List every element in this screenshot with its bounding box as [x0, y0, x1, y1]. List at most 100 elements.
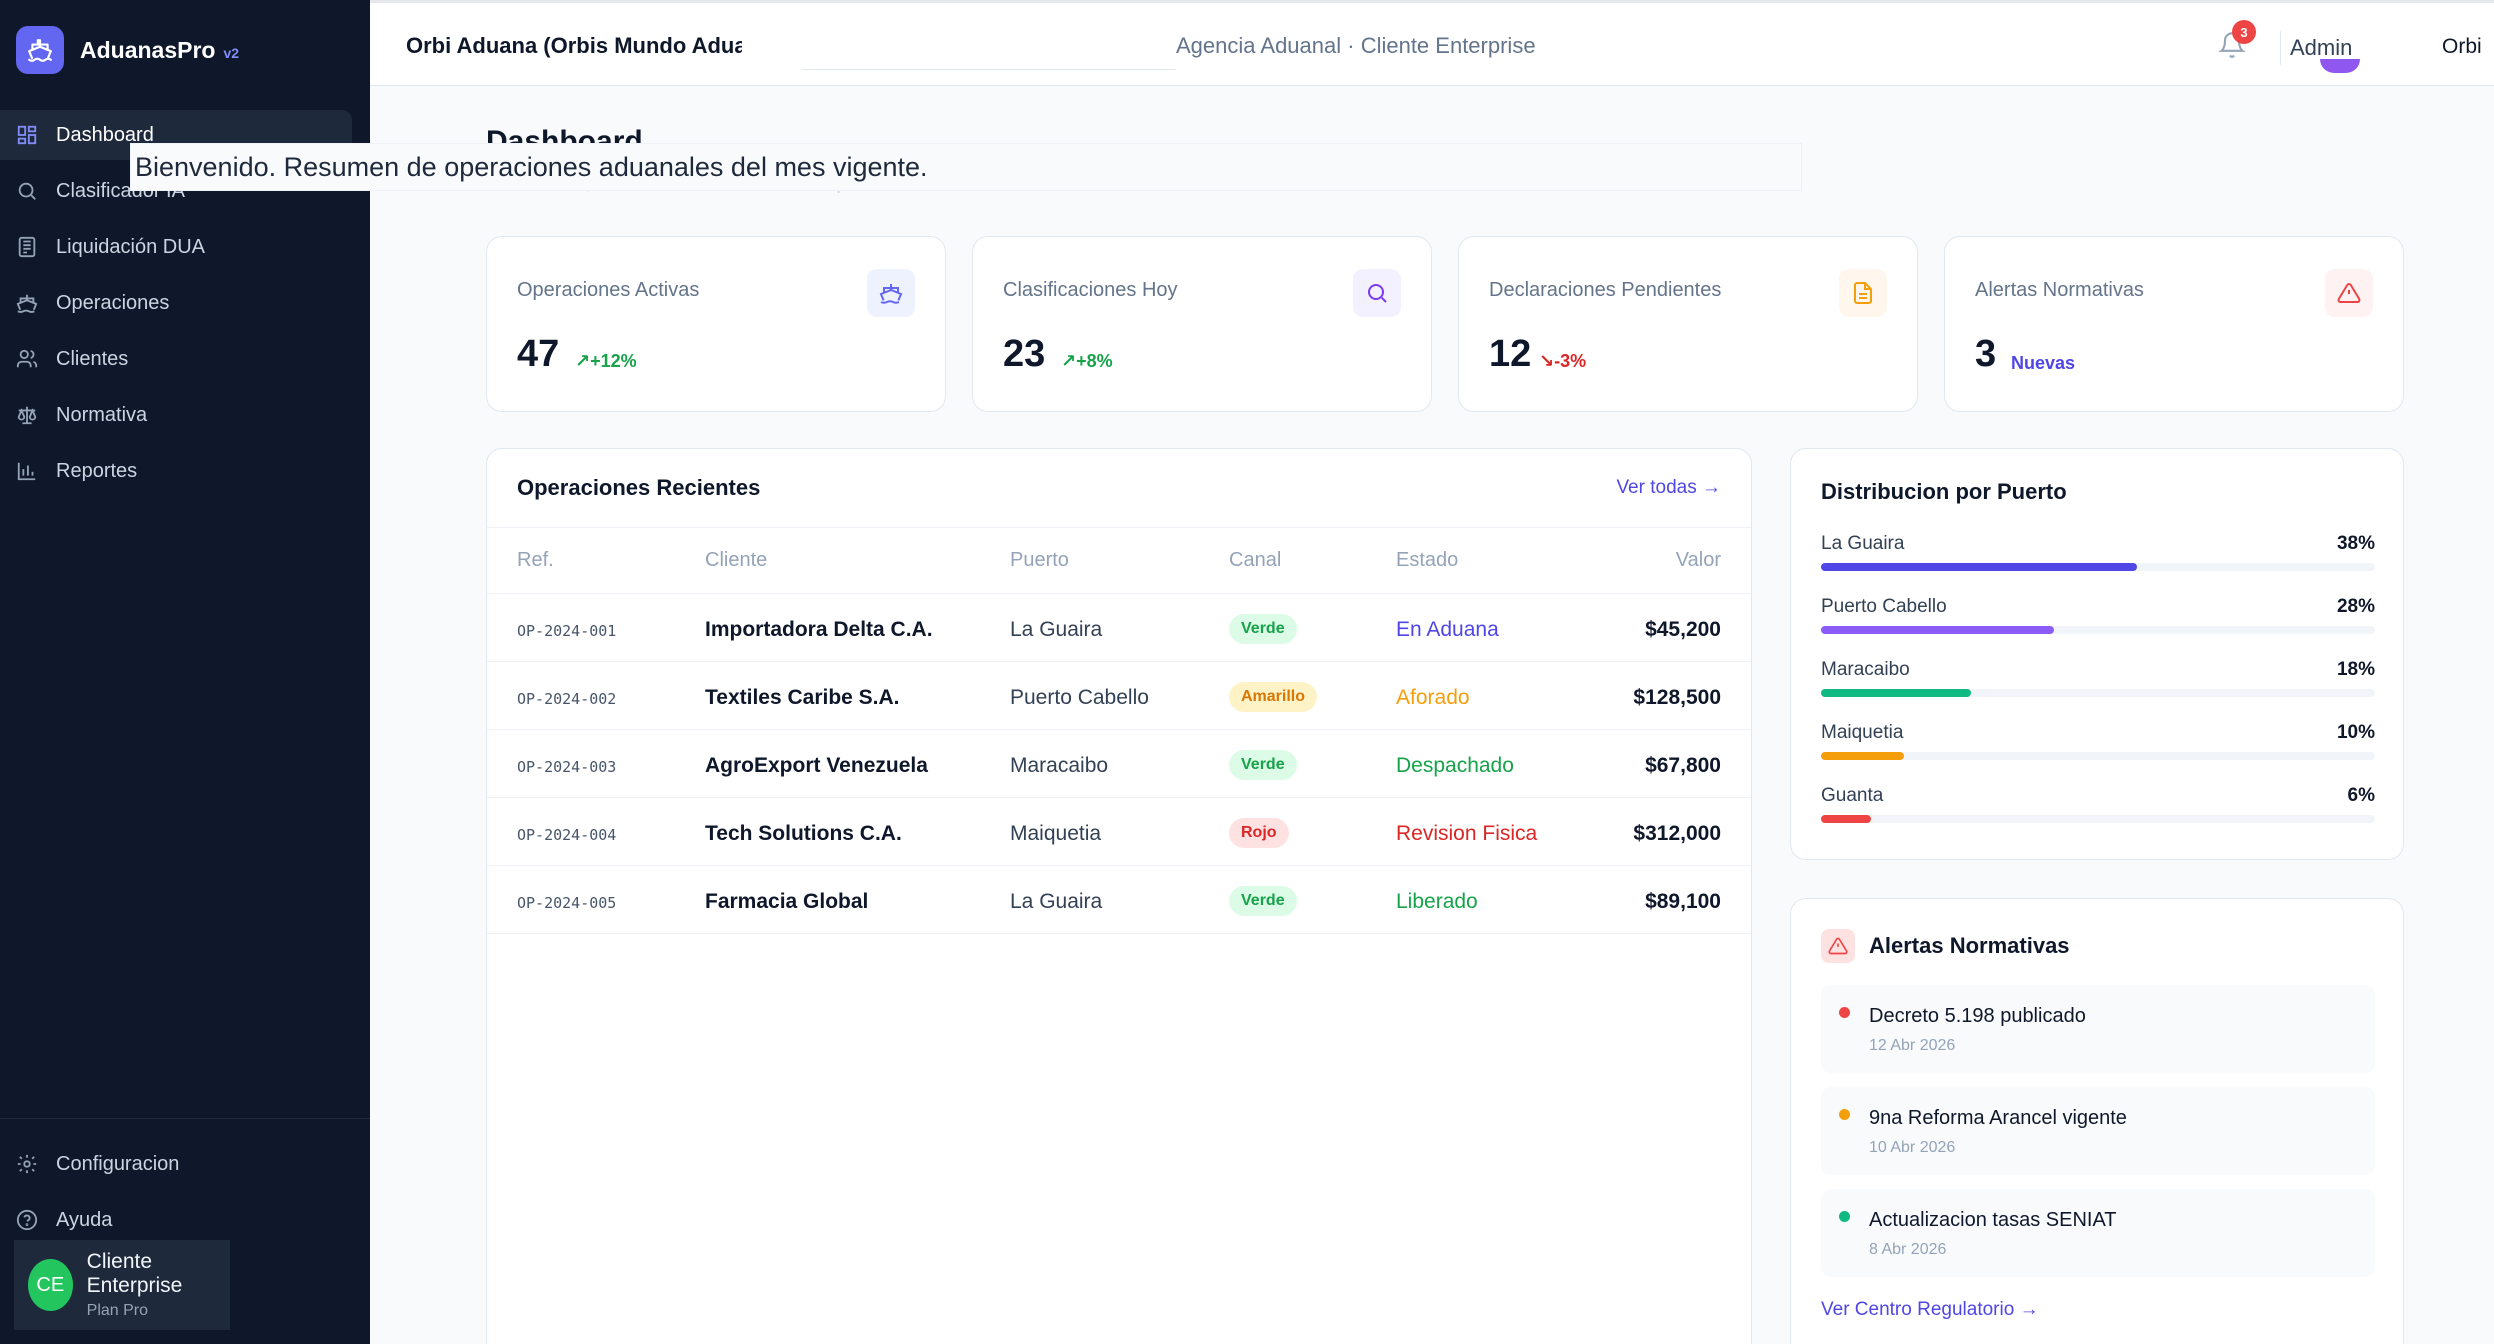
column-header-valor[interactable]: Valor — [1675, 549, 1721, 571]
status-dot — [1839, 1211, 1850, 1222]
cell-puerto: Maracaibo — [1010, 754, 1109, 777]
cell-cliente: AgroExport Venezuela — [705, 754, 928, 777]
alert-item[interactable]: 9na Reforma Arancel vigente 10 Abr 2026 — [1821, 1087, 2375, 1175]
header-user-name[interactable]: Admin — [2290, 35, 2353, 60]
organization-name: Orbi Aduana (Orbis Mundo Aduanal) — [406, 33, 742, 58]
stat-value: 3 — [1975, 333, 1997, 375]
sidebar-item-liquidacion[interactable]: Liquidación DUA — [0, 222, 352, 272]
sidebar-item-reportes[interactable]: Reportes — [0, 446, 352, 496]
progress-fill — [1821, 815, 1871, 823]
top-header: Orbi Aduana (Orbis Mundo Aduanal) Agenci… — [370, 0, 2494, 86]
header-divider — [2280, 31, 2281, 65]
stat-label: Alertas Normativas — [1975, 279, 2144, 301]
brand-name: AduanasPro — [80, 36, 216, 63]
view-all-link[interactable]: Ver todas → — [1616, 477, 1721, 499]
column-header-estado[interactable]: Estado — [1396, 549, 1459, 571]
progress-fill — [1821, 626, 2054, 634]
alert-date: 10 Abr 2026 — [1869, 1139, 1956, 1156]
brand-version: v2 — [223, 45, 240, 61]
cell-estado: En Aduana — [1396, 618, 1499, 641]
progress-fill — [1821, 689, 1971, 697]
search-field-underline[interactable] — [802, 69, 1176, 70]
sidebar-nav: Dashboard Clasificador IA Liquidación DU… — [0, 110, 370, 502]
alert-item[interactable]: Decreto 5.198 publicado 12 Abr 2026 — [1821, 985, 2375, 1073]
sidebar-item-configuracion[interactable]: Configuracion — [0, 1139, 352, 1189]
scale-icon — [17, 406, 37, 425]
sidebar-item-label: Dashboard — [56, 123, 154, 146]
sidebar-item-operaciones[interactable]: Operaciones — [0, 278, 352, 328]
notification-badge: 3 — [2232, 20, 2256, 44]
column-header-canal[interactable]: Canal — [1229, 549, 1282, 571]
receipt-icon — [18, 236, 36, 258]
page-title: Dashboard — [486, 125, 643, 146]
sidebar-item-label: Reportes — [56, 459, 138, 482]
cell-valor: $128,500 — [1633, 686, 1721, 709]
stat-value: 23 — [1003, 333, 1046, 375]
user-profile[interactable]: CE Cliente Enterprise Plan Pro — [14, 1240, 230, 1330]
stat-delta: ↗+8% — [1061, 351, 1113, 372]
stat-card-clasificaciones[interactable]: Clasificaciones Hoy 23 ↗+8% — [972, 236, 1432, 412]
cell-estado: Liberado — [1396, 890, 1478, 913]
column-header-ref[interactable]: Ref. — [517, 549, 554, 571]
user-plan: Plan Pro — [86, 1302, 149, 1319]
cell-puerto: La Guaira — [1010, 890, 1103, 913]
cell-valor: $67,800 — [1645, 754, 1721, 777]
regulatory-center-link[interactable]: Ver Centro Regulatorio → — [1821, 1299, 2039, 1321]
stat-card-declaraciones[interactable]: Declaraciones Pendientes 12 ↘-3% — [1458, 236, 1918, 412]
canal-badge: Rojo — [1229, 818, 1289, 848]
sidebar-bottom: Configuracion Ayuda — [0, 1118, 370, 1251]
progress-fill — [1821, 752, 1904, 760]
table-row[interactable]: OP-2024-005 Farmacia Global La Guaira Verde… — [487, 865, 1751, 933]
column-header-puerto[interactable]: Puerto — [1010, 549, 1069, 571]
sidebar-item-ayuda[interactable]: Ayuda — [0, 1195, 352, 1245]
cell-ref: OP-2024-001 — [517, 622, 617, 640]
trend-down-icon: ↘ — [1539, 351, 1555, 371]
distribution-item: La Guaira 38% — [1821, 533, 2375, 589]
cell-ref: OP-2024-005 — [517, 894, 617, 912]
alerts-title: Alertas Normativas — [1869, 933, 2070, 958]
port-percent: 6% — [2347, 785, 2375, 806]
distribution-title: Distribucion por Puerto — [1821, 479, 2067, 504]
port-name: Maracaibo — [1821, 659, 1910, 680]
table-row[interactable]: OP-2024-003 AgroExport Venezuela Maracaibo… — [487, 729, 1751, 797]
table-row[interactable]: OP-2024-001 Importadora Delta C.A. La Guai… — [487, 593, 1751, 661]
user-name: Cliente Enterprise — [86, 1250, 183, 1297]
sidebar: AduanasPro v2 Dashboard Clasificador IA … — [0, 0, 370, 1344]
tooltip: Bienvenido. Resumen de operaciones aduan… — [130, 143, 1802, 191]
cell-ref: OP-2024-003 — [517, 758, 617, 776]
bar-chart-icon — [17, 462, 36, 481]
stat-card-operaciones[interactable]: Operaciones Activas 47 ↗+12% — [486, 236, 946, 412]
alert-item[interactable]: Actualizacion tasas SENIAT 8 Abr 2026 — [1821, 1189, 2375, 1277]
header-avatar[interactable] — [2320, 59, 2360, 73]
canal-badge: Verde — [1229, 614, 1297, 644]
cell-estado: Revision Fisica — [1396, 822, 1538, 845]
cell-valor: $89,100 — [1645, 890, 1721, 913]
table-row[interactable]: OP-2024-002 Textiles Caribe S.A. Puerto Ca… — [487, 661, 1751, 729]
progress-track — [1821, 626, 2375, 634]
status-dot — [1839, 1007, 1850, 1018]
brand[interactable]: AduanasPro v2 — [16, 26, 239, 74]
sidebar-item-normativa[interactable]: Normativa — [0, 390, 352, 440]
stat-card-alertas[interactable]: Alertas Normativas 3 Nuevas — [1944, 236, 2404, 412]
column-header-cliente[interactable]: Cliente — [705, 549, 768, 571]
port-percent: 28% — [2336, 596, 2375, 617]
search-icon — [18, 182, 36, 200]
dashboard-grid-icon — [17, 125, 37, 145]
bell-icon[interactable] — [2218, 31, 2246, 59]
sidebar-item-label: Configuracion — [56, 1152, 180, 1175]
operations-title: Operaciones Recientes — [517, 475, 761, 500]
distribution-item: Puerto Cabello 28% — [1821, 596, 2375, 652]
stat-label: Operaciones Activas — [517, 279, 700, 301]
cell-cliente: Importadora Delta C.A. — [705, 618, 933, 641]
distribution-item: Guanta 6% — [1821, 785, 2375, 841]
tooltip-text: Bienvenido. Resumen de operaciones aduan… — [135, 152, 928, 182]
canal-badge: Verde — [1229, 750, 1297, 780]
table-row[interactable]: OP-2024-004 Tech Solutions C.A. Maiquetia R… — [487, 797, 1751, 865]
status-dot — [1839, 1109, 1850, 1120]
cell-ref: OP-2024-002 — [517, 690, 617, 708]
cell-puerto: La Guaira — [1010, 618, 1103, 641]
sidebar-item-clientes[interactable]: Clientes — [0, 334, 352, 384]
distribution-card: Distribucion por Puerto La Guaira 38% Puer… — [1790, 448, 2404, 860]
header-org-short: Orbi — [2442, 35, 2482, 58]
alert-text: Decreto 5.198 publicado — [1869, 1005, 2086, 1027]
